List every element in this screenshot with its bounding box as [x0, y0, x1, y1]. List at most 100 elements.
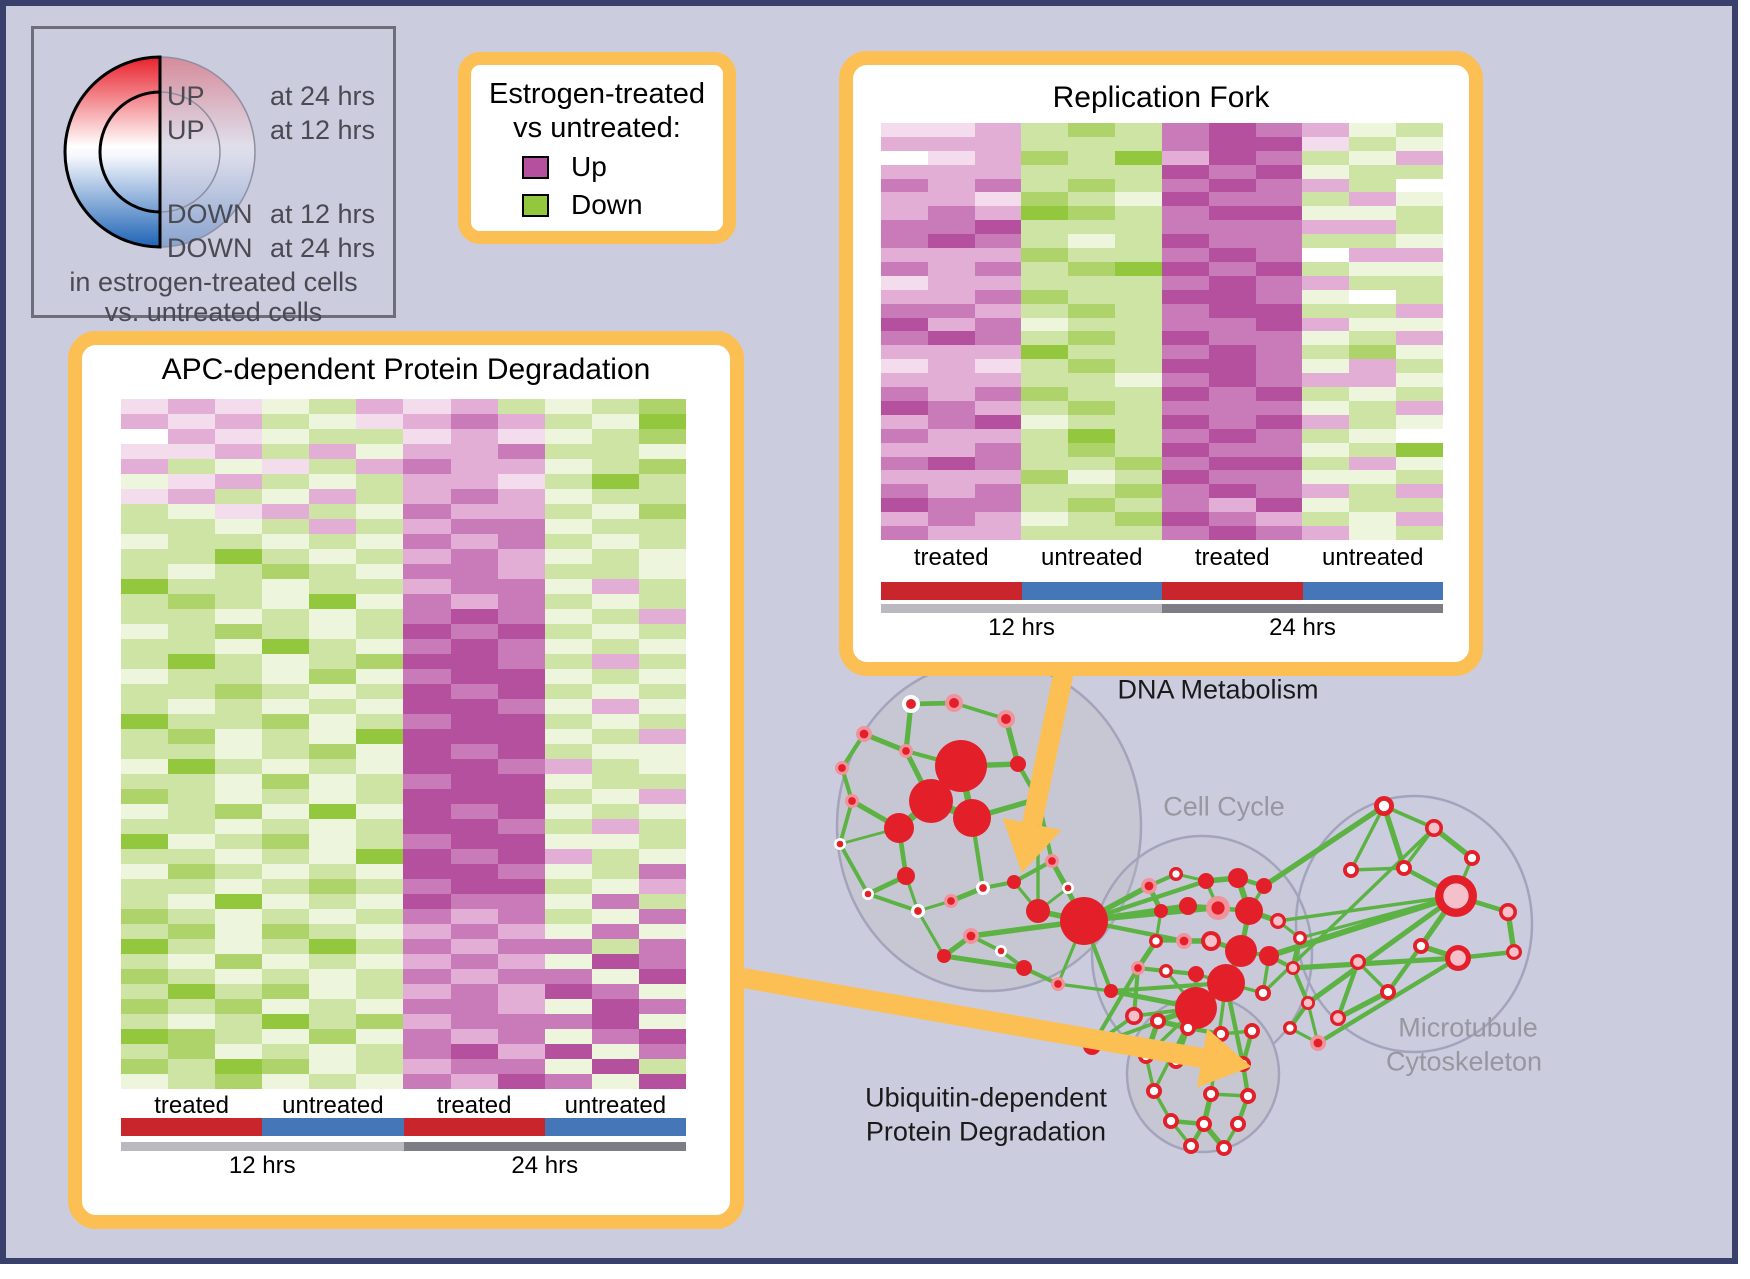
heatmap-cell: [974, 526, 1022, 540]
heatmap-cell: [1115, 206, 1162, 221]
heatmap-cell: [974, 442, 1022, 457]
heatmap-cell: [544, 834, 592, 849]
heatmap-cell: [309, 489, 357, 504]
heatmap-cell: [881, 400, 928, 415]
heatmap-cell: [497, 624, 545, 639]
heatmap-cell: [262, 504, 310, 519]
heatmap-cell: [168, 714, 216, 729]
heatmap-cell: [215, 924, 263, 939]
heatmap-cell: [309, 1059, 357, 1074]
heatmap-cell: [1021, 220, 1069, 235]
heatmap-cell: [215, 1014, 263, 1029]
heatmap-cell: [168, 639, 216, 654]
heatmap-cell: [1302, 192, 1350, 207]
heatmap-cell: [309, 579, 357, 594]
heatmap-cell: [881, 192, 928, 207]
gene-node-ring-core: [1243, 1091, 1253, 1101]
heatmap-cell: [403, 549, 451, 564]
heatmap-cell: [638, 414, 686, 429]
gene-node-halo-core: [979, 884, 987, 892]
heatmap-cell: [1349, 428, 1397, 443]
heatmap-cell: [121, 609, 169, 624]
heatmap-cell: [403, 804, 451, 819]
heatmap-cell: [121, 894, 169, 909]
heatmap-cell: [881, 206, 928, 221]
heatmap-cell: [1396, 470, 1443, 485]
heatmap-cell: [1068, 220, 1116, 235]
heatmap-cell: [591, 969, 639, 984]
heatmap-cell: [591, 729, 639, 744]
heatmap-cell: [1302, 484, 1350, 499]
heatmap-cell: [1068, 192, 1116, 207]
heatmap-cell: [591, 744, 639, 759]
heatmap-cell: [1068, 150, 1116, 165]
heatmap-cell: [356, 684, 404, 699]
heatmap-cell: [121, 534, 169, 549]
heatmap-cell: [1208, 373, 1256, 388]
heatmap-cell: [262, 804, 310, 819]
heatmap-cell: [591, 1044, 639, 1059]
heatmap-cell: [450, 714, 498, 729]
heatmap-cell: [497, 579, 545, 594]
heatmap-cell: [1255, 289, 1303, 304]
heatmap-cell: [1255, 192, 1303, 207]
heatmap-cell: [309, 939, 357, 954]
heatmap-cell: [544, 519, 592, 534]
heatmap-cell: [1021, 261, 1069, 276]
apc-timebar-24: [403, 1142, 686, 1151]
heatmap-cell: [121, 1029, 169, 1044]
heatmap-cell: [403, 654, 451, 669]
heatmap-cell: [1255, 164, 1303, 179]
rf-treatment-bar: [881, 582, 1443, 600]
heatmap-cell: [356, 804, 404, 819]
heatmap-cell: [309, 909, 357, 924]
network-edge: [1316, 956, 1460, 1045]
heatmap-cell: [215, 1059, 263, 1074]
gene-node-ring-core: [1383, 987, 1393, 997]
heatmap-cell: [927, 164, 975, 179]
heatmap-cell: [638, 699, 686, 714]
heatmap-cell: [1302, 428, 1350, 443]
heatmap-cell: [168, 399, 216, 414]
heatmap-cell: [927, 428, 975, 443]
heatmap-cell: [1255, 456, 1303, 471]
heatmap-cell: [309, 834, 357, 849]
heatmap-cell: [450, 744, 498, 759]
heatmap-cell: [403, 759, 451, 774]
heatmap-cell: [121, 489, 169, 504]
heatmap-cell: [497, 429, 545, 444]
heatmap-cell: [1208, 456, 1256, 471]
heatmap-cell: [262, 624, 310, 639]
heatmap-cell: [168, 1029, 216, 1044]
gene-node-solid: [1259, 946, 1279, 966]
heatmap-cell: [1349, 261, 1397, 276]
heatmap-cell: [1349, 164, 1397, 179]
heatmap-cell: [638, 609, 686, 624]
heatmap-cell: [168, 549, 216, 564]
heatmap-cell: [497, 654, 545, 669]
heatmap-cell: [1255, 248, 1303, 262]
heatmap-cell: [403, 879, 451, 894]
heatmap-cell: [215, 564, 263, 579]
heatmap-cell: [1021, 275, 1069, 290]
gene-node-solid: [1007, 875, 1021, 889]
heatmap-cell: [881, 470, 928, 485]
heatmap-cell: [215, 624, 263, 639]
heatmap-cell: [591, 1029, 639, 1044]
heatmap-cell: [974, 400, 1022, 415]
heatmap-cell: [974, 470, 1022, 485]
heatmap-cell: [927, 512, 975, 527]
heatmap-cell: [1255, 498, 1303, 513]
gene-node-ring-core: [1186, 1141, 1196, 1151]
heatmap-cell: [591, 789, 639, 804]
heatmap-cell: [168, 1014, 216, 1029]
gene-node-ring-core: [1286, 1024, 1294, 1032]
gene-node-solid: [897, 867, 915, 885]
heatmap-cell: [544, 624, 592, 639]
heatmap-cell: [215, 804, 263, 819]
heatmap-cell: [638, 534, 686, 549]
heatmap-cell: [262, 579, 310, 594]
heatmap-cell: [403, 474, 451, 489]
heatmap-cell: [1302, 220, 1350, 235]
rf-group-treated-24: treated: [1194, 544, 1270, 571]
